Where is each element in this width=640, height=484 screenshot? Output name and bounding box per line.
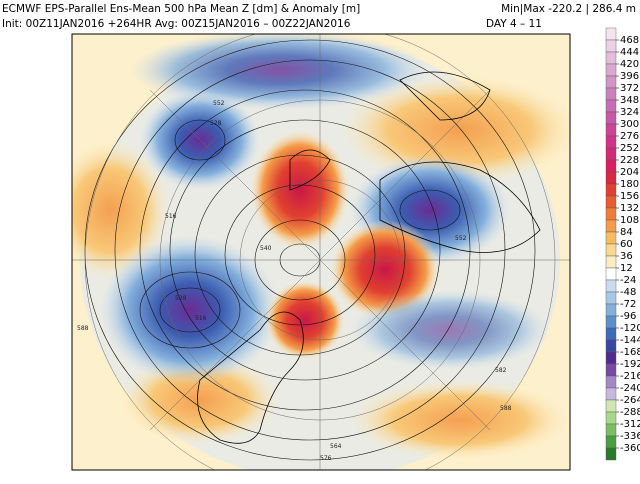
colorbar-swatch [605, 375, 617, 389]
colorbar-label: 444 [620, 47, 639, 58]
colorbar-label: 324 [620, 107, 639, 118]
header-minmax: Min|Max -220.2 | 286.4 m [501, 3, 636, 15]
colorbar-swatch [605, 243, 617, 257]
colorbar-label: 468 [620, 35, 639, 46]
colorbar-swatch [605, 123, 617, 137]
colorbar-swatch [605, 279, 617, 293]
colorbar-swatch [605, 27, 617, 41]
colorbar: 4684444203963723483243002762522282041801… [605, 27, 640, 461]
header-title: ECMWF EPS-Parallel Ens-Mean 500 hPa Mean… [2, 3, 360, 15]
colorbar-label: 156 [620, 191, 639, 202]
colorbar-swatch [605, 39, 617, 53]
map-frame [71, 33, 571, 471]
colorbar-label: -24 [620, 275, 636, 286]
colorbar-label: -216 [620, 371, 640, 382]
colorbar-label: -312 [620, 419, 640, 430]
colorbar-swatch [605, 207, 617, 221]
colorbar-swatch [605, 411, 617, 425]
colorbar-label: 300 [620, 119, 639, 130]
colorbar-label: 12 [620, 263, 633, 274]
colorbar-label: -72 [620, 299, 636, 310]
colorbar-swatch [605, 51, 617, 65]
colorbar-label: 228 [620, 155, 639, 166]
colorbar-label: 108 [620, 215, 639, 226]
header-days: DAY 4 – 11 [486, 18, 542, 30]
colorbar-swatch [605, 339, 617, 353]
colorbar-label: 372 [620, 83, 639, 94]
colorbar-label: -144 [620, 335, 640, 346]
colorbar-swatch [605, 219, 617, 233]
colorbar-label: 420 [620, 59, 639, 70]
colorbar-label: -288 [620, 407, 640, 418]
header-init: Init: 00Z11JAN2016 +264HR Avg: 00Z15JAN2… [2, 18, 351, 30]
colorbar-swatch [605, 447, 617, 461]
colorbar-swatch [605, 183, 617, 197]
colorbar-label: 60 [620, 239, 633, 250]
contour-label: 564 [330, 443, 342, 450]
colorbar-label: 252 [620, 143, 639, 154]
colorbar-swatch [605, 351, 617, 365]
colorbar-swatch [605, 195, 617, 209]
colorbar-swatch [605, 159, 617, 173]
contour-label: 552 [455, 235, 467, 242]
graticule [72, 34, 570, 470]
colorbar-label: 276 [620, 131, 639, 142]
map-area: 516 528 540 552 564 576 588 516 528 582 … [72, 34, 570, 470]
coastlines [197, 71, 541, 444]
colorbar-swatch [605, 63, 617, 77]
colorbar-swatch [605, 255, 617, 269]
contour-label: 528 [175, 295, 187, 302]
colorbar-label: 204 [620, 167, 639, 178]
colorbar-label: -240 [620, 383, 640, 394]
colorbar-swatch [605, 135, 617, 149]
colorbar-label: -264 [620, 395, 640, 406]
contour-label: 582 [495, 367, 507, 374]
contour-label: 540 [260, 245, 272, 252]
contour-label: 516 [195, 315, 207, 322]
colorbar-label: 396 [620, 71, 639, 82]
colorbar-swatch [605, 267, 617, 281]
colorbar-label: -96 [620, 311, 636, 322]
contour-label: 576 [320, 455, 332, 462]
colorbar-label: -48 [620, 287, 636, 298]
colorbar-swatch [605, 435, 617, 449]
colorbar-swatch [605, 303, 617, 317]
colorbar-swatch [605, 231, 617, 245]
colorbar-swatch [605, 147, 617, 161]
colorbar-swatch [605, 327, 617, 341]
contour-label: 552 [213, 100, 225, 107]
colorbar-swatch [605, 399, 617, 413]
colorbar-swatch [605, 99, 617, 113]
colorbar-label: -120 [620, 323, 640, 334]
colorbar-swatch [605, 111, 617, 125]
colorbar-label: 180 [620, 179, 639, 190]
colorbar-swatch [605, 75, 617, 89]
colorbar-label: -192 [620, 359, 640, 370]
colorbar-label: -360 [620, 443, 640, 454]
colorbar-label: -168 [620, 347, 640, 358]
colorbar-label: 84 [620, 227, 633, 238]
colorbar-swatch [605, 87, 617, 101]
contour-label: 588 [77, 325, 89, 332]
contour-labels: 516 528 540 552 564 576 588 516 528 582 … [77, 100, 512, 462]
contour-label: 588 [500, 405, 512, 412]
colorbar-label: -336 [620, 431, 640, 442]
colorbar-label: 132 [620, 203, 639, 214]
colorbar-swatch [605, 363, 617, 377]
contour-label: 528 [210, 120, 222, 127]
colorbar-label: 36 [620, 251, 633, 262]
colorbar-swatch [605, 423, 617, 437]
colorbar-swatch [605, 291, 617, 305]
colorbar-swatch [605, 315, 617, 329]
colorbar-swatch [605, 387, 617, 401]
colorbar-label: 348 [620, 95, 639, 106]
colorbar-swatch [605, 171, 617, 185]
contour-label: 516 [165, 213, 177, 220]
